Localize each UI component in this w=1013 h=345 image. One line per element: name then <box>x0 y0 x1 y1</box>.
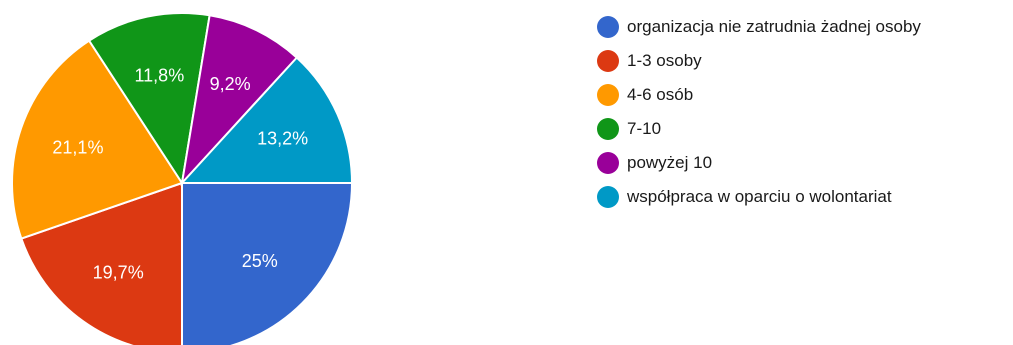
legend-label: 7-10 <box>627 119 662 138</box>
legend-label: powyżej 10 <box>627 153 713 172</box>
legend-item-5[interactable]: powyżej 10 <box>597 146 921 180</box>
legend-swatch-icon <box>597 186 619 208</box>
legend-item-4[interactable]: 7-10 <box>597 112 921 146</box>
legend-swatch-icon <box>597 84 619 106</box>
pie-value-label-4: 11,8% <box>135 65 185 85</box>
legend-item-3[interactable]: 4-6 osób <box>597 78 921 112</box>
pie-slices <box>11 12 354 345</box>
legend-label: organizacja nie zatrudnia żadnej osoby <box>627 17 921 36</box>
legend-label: współpraca w oparciu o wolontariat <box>627 187 892 206</box>
pie-slice-6[interactable] <box>179 56 354 184</box>
pie-value-label-1: 25% <box>242 251 278 271</box>
pie-slice-4[interactable] <box>87 12 211 186</box>
pie-value-label-3: 21,1% <box>52 137 103 157</box>
pie-slice-5[interactable] <box>180 14 299 187</box>
legend: organizacja nie zatrudnia żadnej osoby 1-… <box>597 10 921 214</box>
legend-swatch-icon <box>597 118 619 140</box>
pie-value-label-2: 19,7% <box>93 263 144 283</box>
legend-item-2[interactable]: 1-3 osoby <box>597 44 921 78</box>
legend-item-1[interactable]: organizacja nie zatrudnia żadnej osoby <box>597 10 921 44</box>
legend-item-6[interactable]: współpraca w oparciu o wolontariat <box>597 180 921 214</box>
pie-value-label-6: 13,2% <box>257 129 308 149</box>
pie-slice-1[interactable] <box>181 182 354 345</box>
legend-swatch-icon <box>597 50 619 72</box>
legend-label: 1-3 osoby <box>627 51 702 70</box>
legend-swatch-icon <box>597 16 619 38</box>
legend-label: 4-6 osób <box>627 85 694 104</box>
pie-value-label-5: 9,2% <box>210 74 251 94</box>
pie-slice-2[interactable] <box>20 181 183 345</box>
pie-slice-3[interactable] <box>11 39 184 240</box>
legend-swatch-icon <box>597 152 619 174</box>
pie-value-labels: 25% 19,7% 21,1% 11,8% 9,2% 13,2% <box>52 65 308 282</box>
